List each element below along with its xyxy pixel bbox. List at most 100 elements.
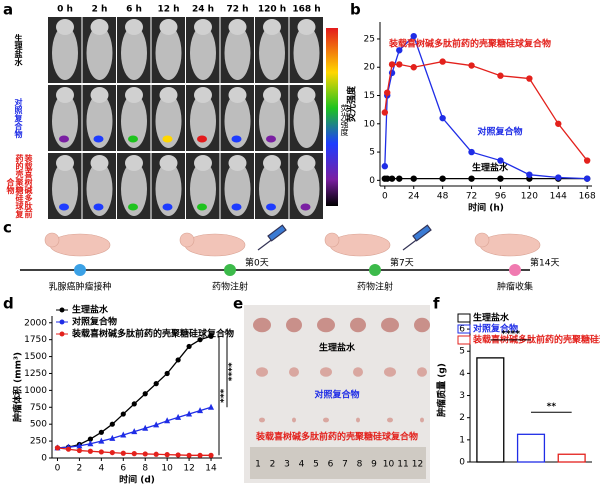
mouse-head [297,87,316,103]
x-axis-label: 时间 (d) [119,474,155,486]
y-tick-label: 750 [30,403,47,413]
signal [162,203,173,211]
mouse-head [125,87,143,103]
mouse [293,26,320,80]
ruler-number: 11 [397,460,408,470]
imaging-grid [48,17,323,219]
marker [87,436,93,442]
mouse-head [159,19,178,35]
timeline-event: 药物注射 [212,281,248,293]
mouse [121,162,147,216]
marker [396,175,403,182]
marker [120,431,127,438]
y-axis-label: 肿瘤质量 (g) [436,363,448,417]
row-label: 对照复合物 [14,98,23,138]
marker [197,452,203,458]
y-tick-label: 2 [459,413,465,423]
tumor [387,417,393,423]
legend-marker [59,307,65,313]
mouse [86,162,113,216]
legend-swatch [457,335,471,345]
photo-label: 装载喜树碱多肽前药的壳聚糖硅球复合物 [255,431,418,443]
y-tick-label: 15 [364,91,375,101]
mouse [259,162,285,216]
colorbar [326,28,338,206]
x-tick-label: 12 [183,464,194,474]
mouse-head [228,155,247,171]
mouse-head [90,155,109,171]
significance: *** [220,388,230,402]
timeline-event: 乳腺癌肿瘤接种 [48,281,111,293]
marker [98,429,104,435]
signal [59,135,69,143]
marker [497,72,504,79]
x-tick-label: 6 [120,464,126,474]
marker [175,413,182,420]
tumor [253,317,271,333]
marker [381,163,389,170]
marker [131,451,137,457]
marker [164,452,170,458]
tumor [286,317,302,333]
marker [142,451,148,457]
mouse-head [297,155,316,171]
series-line [384,34,588,180]
marker [388,61,396,68]
mouse-head [263,19,281,35]
tumor [350,317,366,333]
tumor [384,367,396,377]
tumor [259,417,265,423]
x-tick-label: 144 [550,192,567,202]
marker [153,451,159,457]
ruler-number: 10 [383,460,395,470]
significance: **** [228,362,238,381]
mouse [86,26,113,80]
marker [388,175,396,182]
marker [468,62,475,69]
timeline-day: 第0天 [245,257,269,269]
ruler-number: 6 [328,460,334,470]
legend-swatch [457,313,471,323]
time-label: 120 h [258,5,286,15]
panel-label: f [433,295,440,313]
x-tick-label: 168 [579,192,596,202]
marker [583,157,591,164]
y-tick-label: 5 [459,347,465,357]
mouse [155,26,182,80]
marker [197,407,204,414]
time-label: 72 h [226,5,248,15]
marker [555,174,562,181]
marker [120,411,126,417]
marker [98,437,105,444]
mouse-head [194,155,212,171]
tumor [417,367,427,377]
mouse-head [56,87,74,103]
marker [384,175,391,182]
marker [526,171,533,178]
y-tick-label: 250 [30,437,47,447]
panel-label: d [3,295,14,313]
y-tick-label: 4 [459,369,465,379]
marker [208,333,214,339]
x-tick-label: 120 [521,192,538,202]
ruler-number: 12 [412,460,423,470]
x-tick-label: 14 [205,464,217,474]
y-tick-label: 1000 [24,386,47,396]
y-tick-label: 6 [459,325,465,335]
mouse-head [56,155,74,171]
y-axis-label: 肿瘤体积 (mm³) [12,352,24,422]
ruler-number: 3 [284,460,290,470]
time-label: 12 h [157,5,179,15]
y-tick-label: 5 [369,148,375,158]
y-tick-label: 0 [369,176,375,186]
mouse-head [228,19,247,35]
marker [197,337,203,343]
mouse [86,94,113,148]
mouse-head [228,87,247,103]
timeline-day: 第7天 [390,257,414,269]
tumor [289,367,299,377]
significance: ** [547,402,557,412]
marker [526,75,533,82]
mice [44,232,541,257]
